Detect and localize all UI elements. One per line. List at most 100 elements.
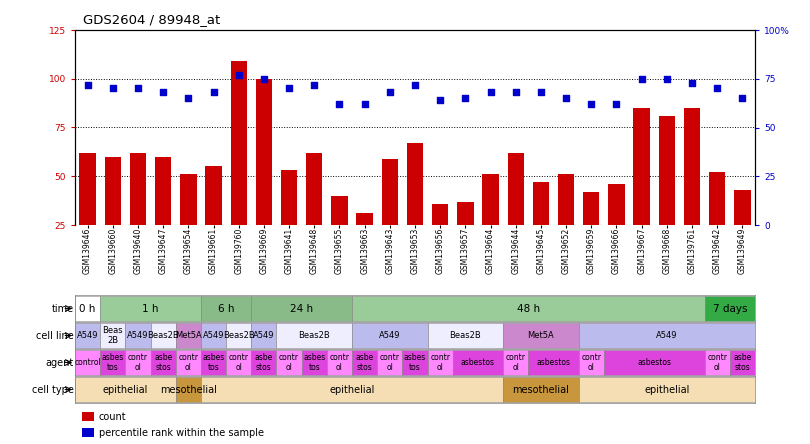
Point: [685, 79, 698, 86]
Bar: [151, 322, 176, 349]
Text: Beas2B: Beas2B: [147, 331, 179, 340]
Text: asbe
stos: asbe stos: [733, 353, 752, 372]
Text: A549: A549: [379, 331, 401, 340]
Text: GDS2604 / 89948_at: GDS2604 / 89948_at: [83, 13, 220, 26]
Point: [710, 85, 723, 92]
Bar: [352, 349, 377, 376]
Bar: [578, 322, 755, 349]
Text: agent: agent: [45, 357, 74, 368]
Bar: [730, 349, 755, 376]
Text: 7 days: 7 days: [713, 304, 747, 313]
Bar: [176, 322, 201, 349]
Bar: [251, 322, 276, 349]
Bar: [201, 322, 226, 349]
Point: [131, 85, 144, 92]
Bar: [659, 116, 675, 274]
Text: contr
ol: contr ol: [505, 353, 526, 372]
Bar: [377, 349, 403, 376]
Bar: [503, 349, 528, 376]
Text: Met5A: Met5A: [527, 331, 554, 340]
Bar: [578, 377, 755, 402]
Point: [232, 71, 245, 79]
Bar: [205, 166, 222, 274]
Text: Beas2B: Beas2B: [223, 331, 254, 340]
Bar: [130, 153, 146, 274]
Bar: [201, 377, 503, 402]
Bar: [126, 349, 151, 376]
Text: contr
ol: contr ol: [430, 353, 450, 372]
Bar: [734, 190, 751, 274]
Bar: [705, 349, 730, 376]
Text: contr
ol: contr ol: [582, 353, 601, 372]
Bar: [75, 296, 100, 321]
Point: [383, 89, 396, 96]
Bar: [428, 349, 453, 376]
Text: Beas2B: Beas2B: [450, 331, 481, 340]
Point: [535, 89, 548, 96]
Text: percentile rank within the sample: percentile rank within the sample: [99, 428, 264, 438]
Bar: [356, 213, 373, 274]
Text: time: time: [52, 304, 74, 313]
Bar: [457, 202, 474, 274]
Bar: [176, 349, 201, 376]
Point: [433, 97, 446, 104]
Bar: [251, 296, 352, 321]
Bar: [528, 349, 578, 376]
Bar: [352, 296, 705, 321]
Point: [560, 95, 573, 102]
Bar: [578, 349, 604, 376]
Point: [660, 75, 673, 82]
Bar: [75, 377, 176, 402]
Point: [258, 75, 271, 82]
Bar: [508, 153, 524, 274]
Text: asbestos: asbestos: [536, 358, 570, 367]
Point: [182, 95, 195, 102]
Bar: [151, 349, 176, 376]
Bar: [483, 174, 499, 274]
Text: A549: A549: [127, 331, 149, 340]
Bar: [82, 412, 94, 421]
Text: control: control: [75, 358, 101, 367]
Bar: [352, 322, 428, 349]
Bar: [201, 349, 226, 376]
Text: asbes
tos: asbes tos: [404, 353, 426, 372]
Text: contr
ol: contr ol: [707, 353, 727, 372]
Text: asbe
stos: asbe stos: [154, 353, 173, 372]
Text: 1 h: 1 h: [143, 304, 159, 313]
Point: [509, 89, 522, 96]
Text: 0 h: 0 h: [79, 304, 96, 313]
Text: Beas2B: Beas2B: [298, 331, 330, 340]
Text: 24 h: 24 h: [290, 304, 313, 313]
Bar: [75, 349, 100, 376]
Bar: [327, 349, 352, 376]
Point: [459, 95, 472, 102]
Text: A549: A549: [656, 331, 678, 340]
Bar: [301, 349, 327, 376]
Bar: [100, 322, 126, 349]
Bar: [82, 428, 94, 437]
Bar: [126, 322, 151, 349]
Bar: [276, 349, 301, 376]
Text: Met5A: Met5A: [175, 331, 202, 340]
Bar: [633, 108, 650, 274]
Point: [333, 100, 346, 107]
Point: [585, 100, 598, 107]
Text: mesothelial: mesothelial: [160, 385, 217, 395]
Bar: [709, 172, 726, 274]
Text: count: count: [99, 412, 126, 422]
Text: epithelial: epithelial: [330, 385, 375, 395]
Point: [408, 81, 421, 88]
Bar: [705, 296, 755, 321]
Text: A549: A549: [202, 331, 224, 340]
Bar: [155, 157, 172, 274]
Text: contr
ol: contr ol: [178, 353, 198, 372]
Bar: [608, 184, 625, 274]
Point: [358, 100, 371, 107]
Bar: [684, 108, 700, 274]
Point: [283, 85, 296, 92]
Point: [207, 89, 220, 96]
Bar: [79, 153, 96, 274]
Bar: [583, 192, 599, 274]
Bar: [251, 349, 276, 376]
Bar: [403, 349, 428, 376]
